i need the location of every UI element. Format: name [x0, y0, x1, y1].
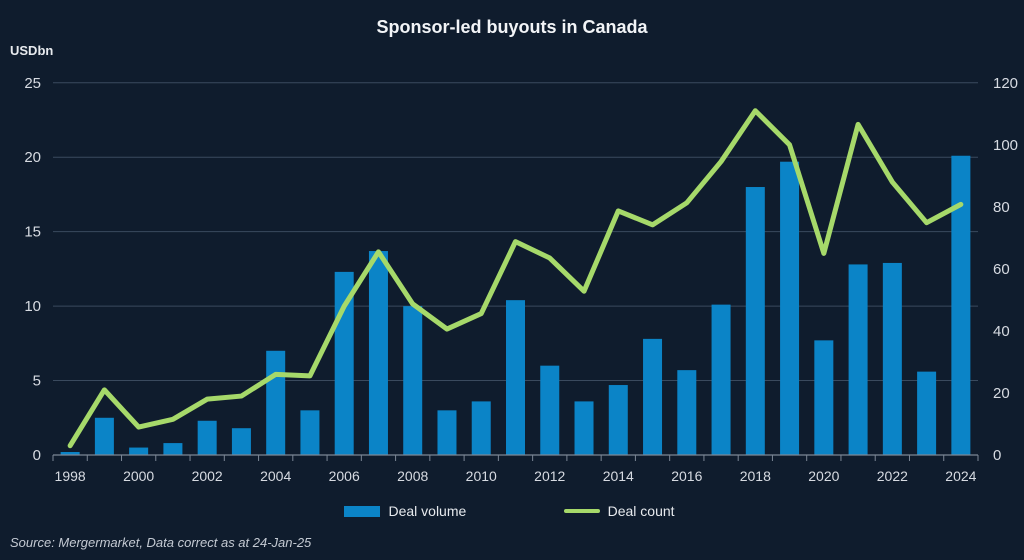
svg-text:0: 0	[993, 447, 1001, 464]
svg-text:2016: 2016	[671, 468, 702, 484]
svg-text:2024: 2024	[945, 468, 976, 484]
svg-text:120: 120	[993, 75, 1018, 92]
svg-text:20: 20	[993, 385, 1010, 402]
svg-text:15: 15	[24, 224, 41, 241]
svg-text:2014: 2014	[603, 468, 634, 484]
svg-text:2006: 2006	[329, 468, 360, 484]
svg-text:100: 100	[993, 137, 1018, 154]
svg-text:2002: 2002	[192, 468, 223, 484]
svg-text:1998: 1998	[55, 468, 86, 484]
svg-text:2012: 2012	[534, 468, 565, 484]
svg-text:40: 40	[993, 323, 1010, 340]
svg-text:2018: 2018	[740, 468, 771, 484]
svg-text:5: 5	[33, 373, 41, 390]
svg-text:80: 80	[993, 199, 1010, 216]
svg-text:10: 10	[24, 298, 41, 315]
svg-text:25: 25	[24, 75, 41, 92]
svg-text:2020: 2020	[808, 468, 839, 484]
svg-text:2004: 2004	[260, 468, 291, 484]
svg-text:20: 20	[24, 149, 41, 166]
svg-text:2010: 2010	[466, 468, 497, 484]
svg-text:2022: 2022	[877, 468, 908, 484]
svg-text:0: 0	[33, 447, 41, 464]
svg-text:2008: 2008	[397, 468, 428, 484]
svg-text:60: 60	[993, 261, 1010, 278]
svg-text:2000: 2000	[123, 468, 154, 484]
